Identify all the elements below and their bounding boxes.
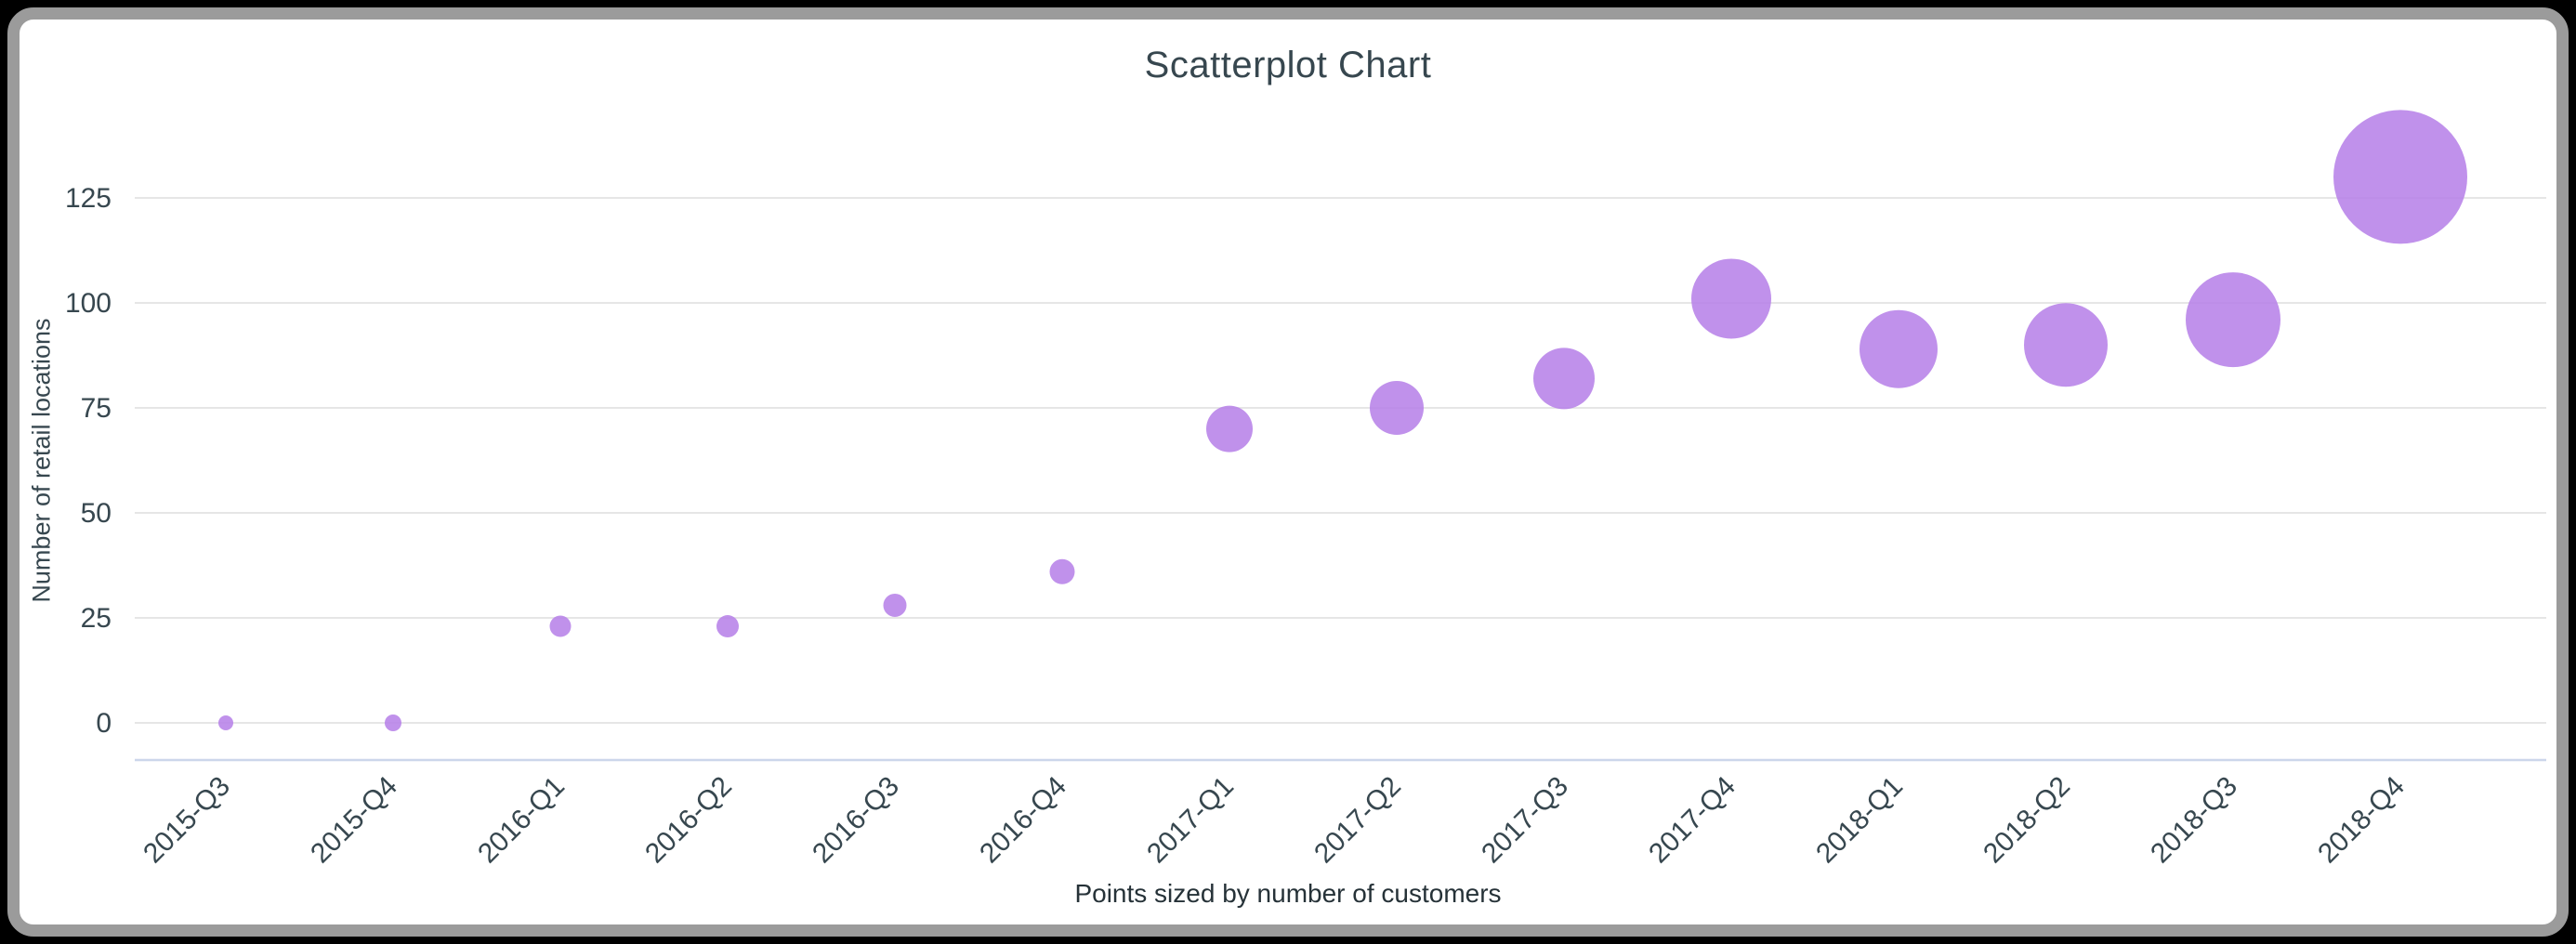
data-point-2018-Q1[interactable]	[1860, 309, 1938, 388]
x-tick-label-2017-Q3: 2017-Q3	[1476, 771, 1574, 870]
x-tick-label-2017-Q2: 2017-Q2	[1308, 771, 1407, 870]
data-point-2017-Q3[interactable]	[1533, 347, 1595, 410]
x-tick-label-2016-Q2: 2016-Q2	[639, 771, 738, 870]
y-tick-label-0: 0	[96, 708, 112, 739]
x-tick-label-2016-Q1: 2016-Q1	[472, 771, 571, 870]
data-point-2015-Q3[interactable]	[218, 715, 233, 730]
data-point-2018-Q4[interactable]	[2333, 110, 2467, 244]
x-tick-label-2016-Q3: 2016-Q3	[807, 771, 905, 870]
data-point-2016-Q2[interactable]	[716, 615, 739, 638]
data-point-2017-Q2[interactable]	[1370, 381, 1424, 435]
data-point-2017-Q1[interactable]	[1206, 405, 1253, 452]
data-point-2018-Q3[interactable]	[2186, 272, 2280, 368]
y-tick-label-25: 25	[81, 603, 112, 634]
x-tick-label-2015-Q3: 2015-Q3	[138, 771, 236, 870]
x-tick-label-2016-Q4: 2016-Q4	[974, 771, 1072, 870]
data-point-2016-Q4[interactable]	[1049, 558, 1075, 584]
y-tick-label-125: 125	[65, 183, 112, 214]
x-tick-label-2018-Q1: 2018-Q1	[1810, 771, 1909, 870]
data-point-2016-Q1[interactable]	[549, 615, 572, 637]
chart-window-frame	[7, 7, 2569, 937]
data-point-2017-Q4[interactable]	[1691, 258, 1771, 339]
data-point-2015-Q4[interactable]	[385, 715, 401, 731]
x-tick-label-2017-Q4: 2017-Q4	[1643, 771, 1741, 870]
data-point-2018-Q2[interactable]	[2024, 303, 2108, 387]
x-tick-label-2015-Q4: 2015-Q4	[305, 771, 403, 870]
x-tick-label-2018-Q3: 2018-Q3	[2145, 771, 2243, 870]
chart-title: Scatterplot Chart	[1144, 45, 1432, 85]
data-point-2016-Q3[interactable]	[883, 593, 907, 617]
y-tick-label-75: 75	[81, 393, 112, 424]
y-tick-label-50: 50	[81, 498, 112, 529]
x-tick-label-2017-Q1: 2017-Q1	[1141, 771, 1240, 870]
x-tick-label-2018-Q2: 2018-Q2	[1978, 771, 2076, 870]
x-tick-label-2018-Q4: 2018-Q4	[2312, 771, 2411, 870]
chart-caption: Points sized by number of customers	[1074, 879, 1502, 908]
y-tick-label-100: 100	[65, 288, 112, 319]
